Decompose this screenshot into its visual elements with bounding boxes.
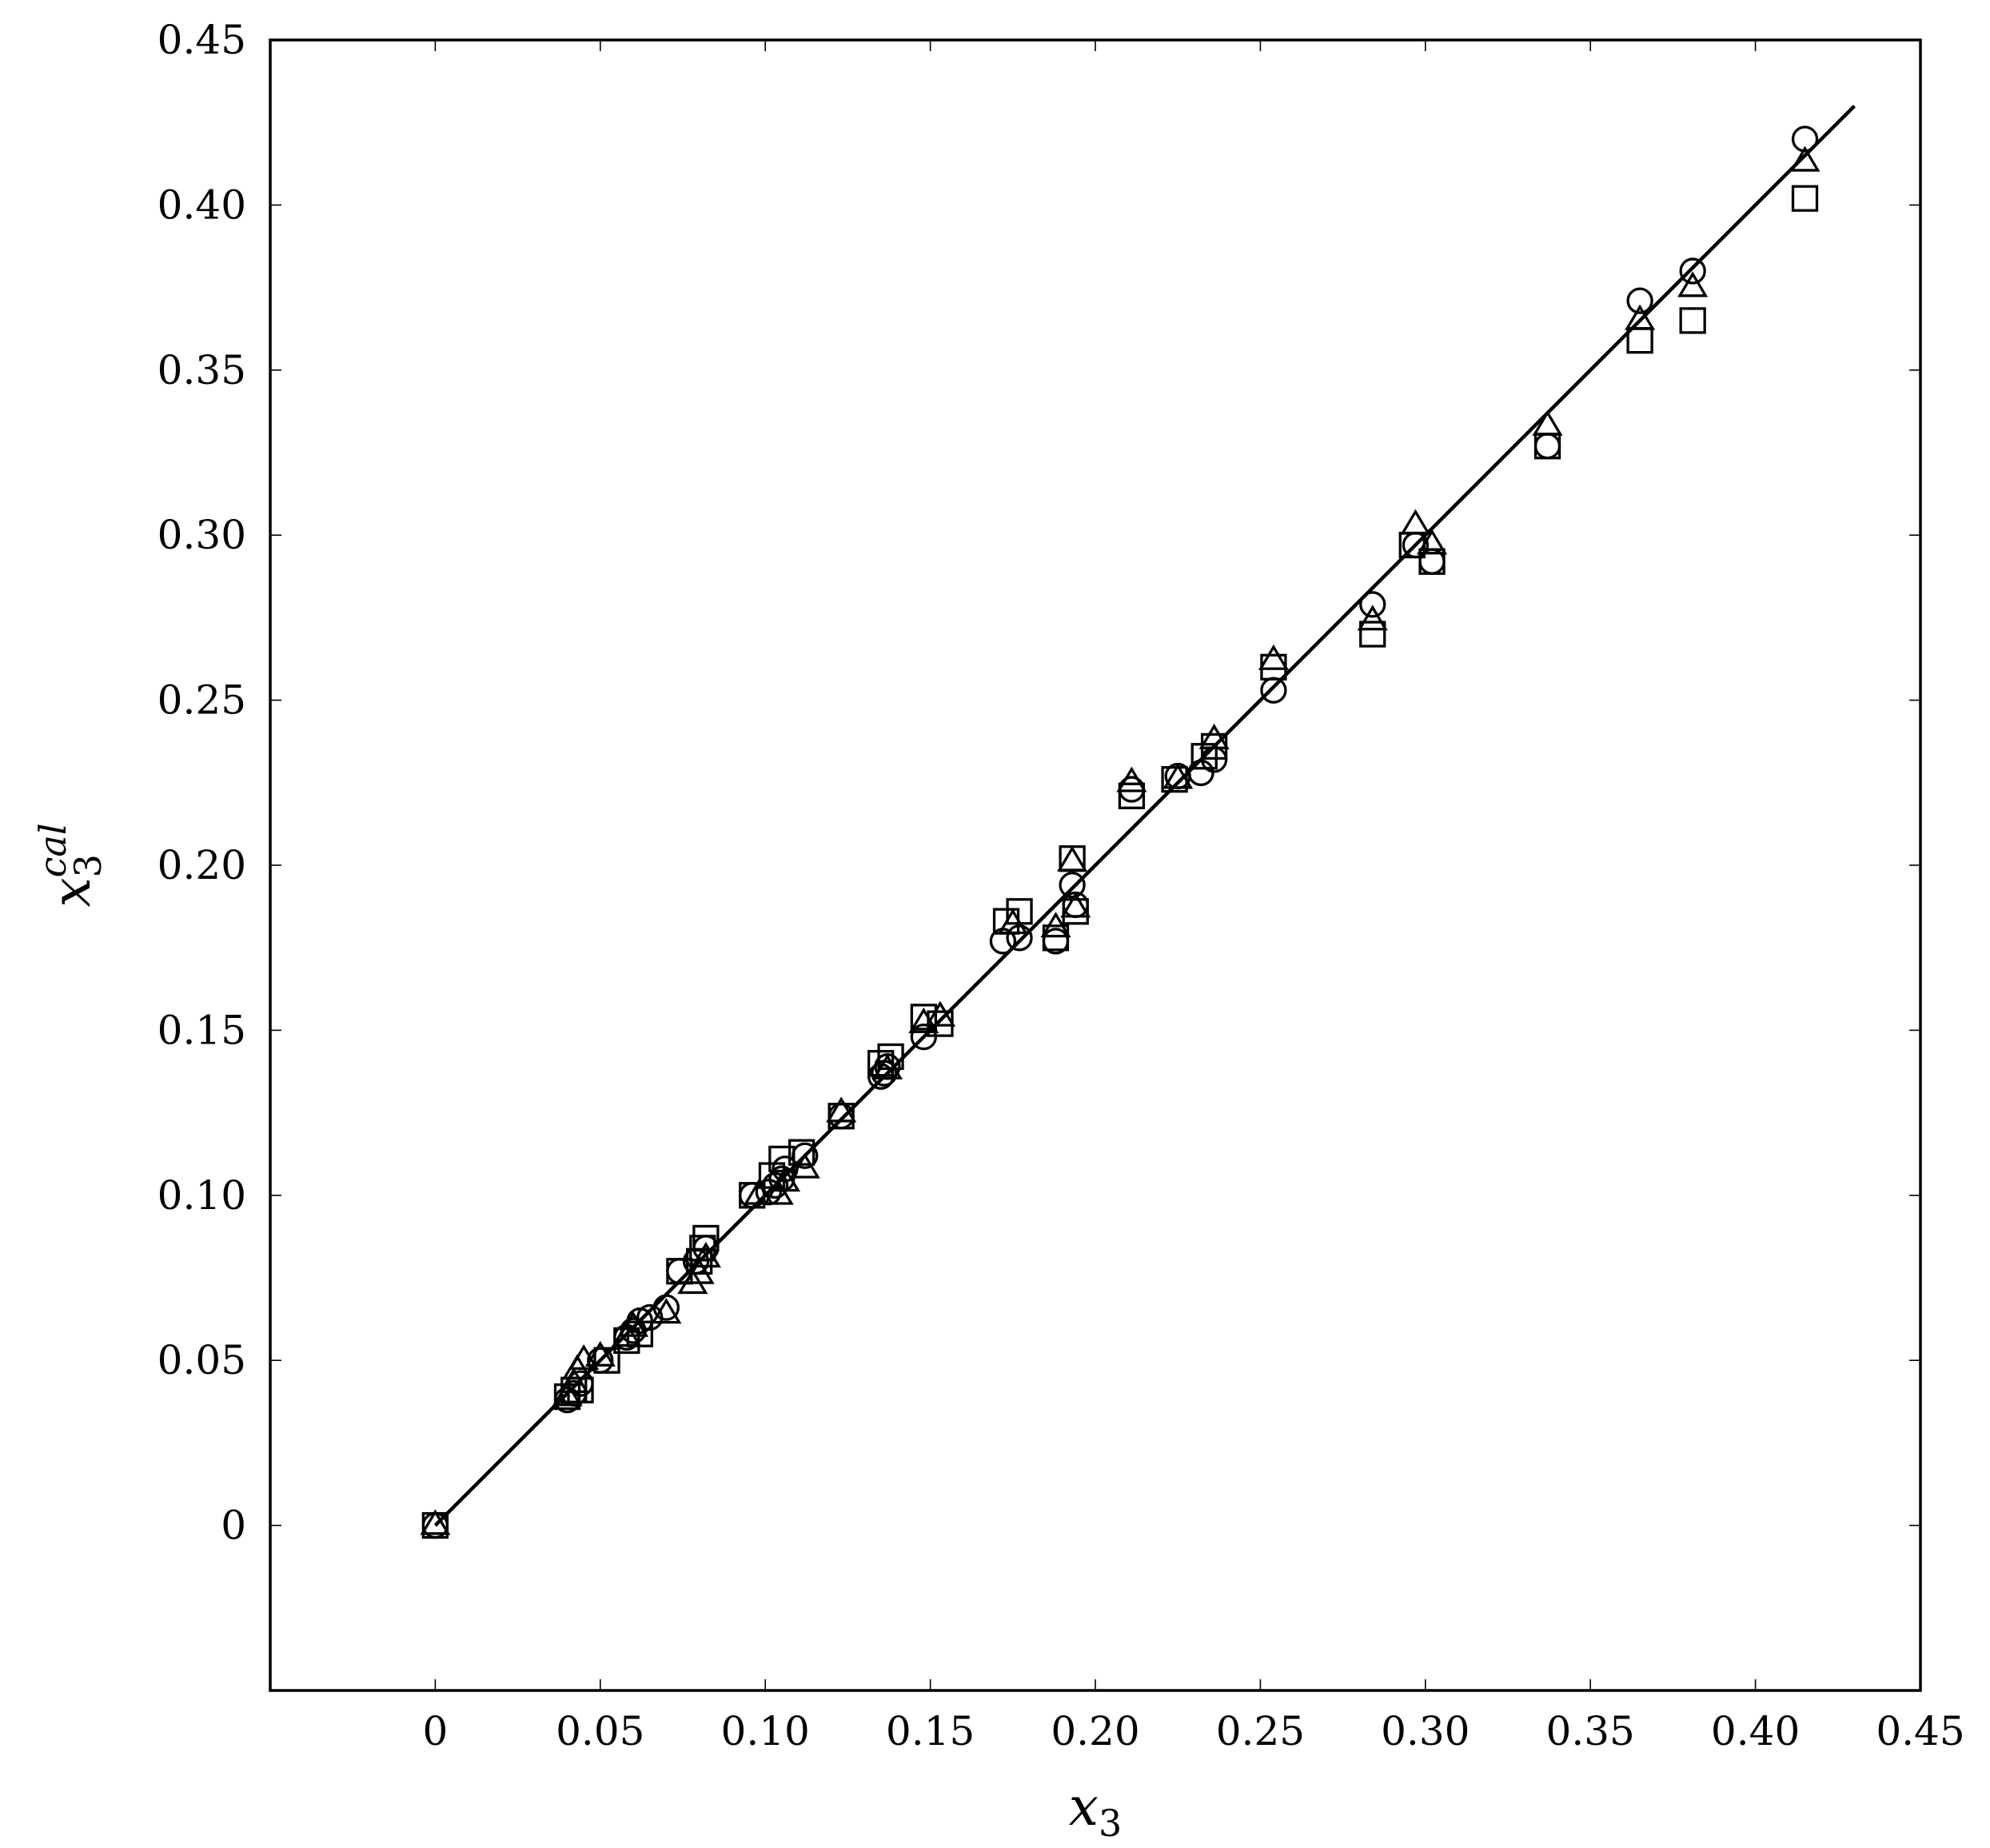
x-tick-label: 0.25 xyxy=(1216,1708,1305,1754)
square-marker xyxy=(1042,924,1070,952)
square-marker xyxy=(1059,845,1086,872)
triangle-marker xyxy=(1400,509,1431,535)
x-tick-label: 0.20 xyxy=(1051,1708,1139,1754)
triangle-marker xyxy=(420,1509,451,1535)
x-tick-label: 0.10 xyxy=(721,1708,810,1754)
x-axis-label: x3 xyxy=(1069,1776,1123,1845)
triangle-marker xyxy=(763,1179,794,1205)
square-marker xyxy=(1260,653,1287,681)
y-tick-label: 0.20 xyxy=(158,842,246,888)
markers-layer xyxy=(420,126,1821,1539)
square-marker xyxy=(1626,326,1653,354)
y-axis-label: xcal3 xyxy=(31,823,110,907)
square-marker xyxy=(739,1182,766,1209)
y-tick-label: 0.35 xyxy=(158,347,246,393)
square-marker xyxy=(788,1139,816,1166)
triangle-marker xyxy=(651,1298,682,1324)
triangle-marker xyxy=(1162,763,1194,789)
fit-line-layer xyxy=(433,104,1856,1527)
x-axis-label-subscript: 3 xyxy=(1099,1802,1122,1845)
y-tick-label: 0.40 xyxy=(158,182,246,228)
circle-marker xyxy=(1059,872,1086,899)
tick-labels-layer: 0 0.05 0.10 0.15 0.20 0.25 0.30 0.35 0.40 0.45 0 0.… xyxy=(158,17,1965,1754)
y-tick-label: 0 xyxy=(221,1503,246,1549)
triangle-marker xyxy=(826,1096,857,1123)
circle-marker xyxy=(652,1294,680,1321)
square-marker xyxy=(1791,185,1819,212)
x-tick-label: 0.05 xyxy=(556,1708,644,1754)
triangle-marker xyxy=(924,1000,956,1027)
circle-marker xyxy=(1359,591,1386,618)
triangle-marker xyxy=(1060,892,1091,918)
square-marker xyxy=(1200,732,1228,760)
square-marker xyxy=(910,1004,937,1031)
square-marker xyxy=(1533,433,1561,460)
x-tick-label: 0.15 xyxy=(886,1708,975,1754)
square-marker xyxy=(758,1162,786,1189)
y-tick-label: 0.45 xyxy=(158,17,246,63)
x-tick-label: 0.30 xyxy=(1381,1708,1470,1754)
y-axis-label-superscript: cal xyxy=(31,823,74,877)
square-marker xyxy=(867,1050,895,1077)
x-axis-label-main: x xyxy=(1069,1776,1099,1838)
square-marker xyxy=(1118,782,1146,809)
square-marker xyxy=(626,1320,653,1347)
square-marker xyxy=(1359,621,1386,648)
square-marker xyxy=(1418,548,1446,575)
circle-marker xyxy=(1626,287,1653,314)
square-marker xyxy=(1006,898,1033,925)
circle-marker xyxy=(1260,677,1287,704)
square-marker xyxy=(877,1043,904,1071)
x-tick-label: 0.40 xyxy=(1711,1708,1800,1754)
triangle-marker xyxy=(1417,529,1448,555)
triangle-marker xyxy=(769,1166,801,1192)
triangle-marker xyxy=(1116,766,1147,792)
square-marker xyxy=(1190,743,1218,770)
square-marker xyxy=(689,1235,716,1262)
triangle-marker xyxy=(684,1258,715,1284)
y-axis-label-main: x xyxy=(41,877,102,907)
square-marker xyxy=(828,1103,855,1130)
triangle-marker xyxy=(1789,146,1821,172)
square-marker xyxy=(768,1145,796,1173)
square-marker xyxy=(421,1511,449,1539)
y-axis-label-subscript: 3 xyxy=(66,854,110,877)
triangle-marker xyxy=(1057,845,1088,872)
triangle-marker xyxy=(1198,723,1230,749)
square-marker xyxy=(1679,307,1706,334)
y-tick-label: 0.30 xyxy=(158,512,246,558)
square-marker xyxy=(567,1376,594,1404)
square-marker xyxy=(593,1347,620,1374)
square-marker xyxy=(692,1224,720,1252)
x-tick-label: 0.45 xyxy=(1876,1708,1964,1754)
y-tick-label: 0.10 xyxy=(158,1172,246,1219)
y-tick-label: 0.25 xyxy=(158,677,246,724)
triangle-marker xyxy=(1357,605,1388,631)
square-marker xyxy=(1398,531,1426,559)
y-tick-label: 0.05 xyxy=(158,1337,246,1383)
triangle-marker xyxy=(1677,271,1709,297)
y-tick-label: 0.15 xyxy=(158,1007,246,1053)
square-marker xyxy=(1161,766,1188,793)
square-marker xyxy=(1062,898,1089,925)
circle-marker xyxy=(1679,257,1706,285)
square-marker xyxy=(666,1258,693,1285)
plot-frame xyxy=(269,38,1922,1692)
circle-marker xyxy=(828,1103,855,1130)
square-marker xyxy=(927,1010,954,1037)
x-tick-label: 0.35 xyxy=(1546,1708,1635,1754)
x-tick-label: 0 xyxy=(422,1708,448,1754)
triangle-marker xyxy=(568,1343,600,1371)
fit-line xyxy=(433,104,1856,1527)
triangle-marker xyxy=(789,1152,820,1179)
circle-marker xyxy=(1533,433,1561,460)
triangle-marker xyxy=(1258,644,1289,670)
